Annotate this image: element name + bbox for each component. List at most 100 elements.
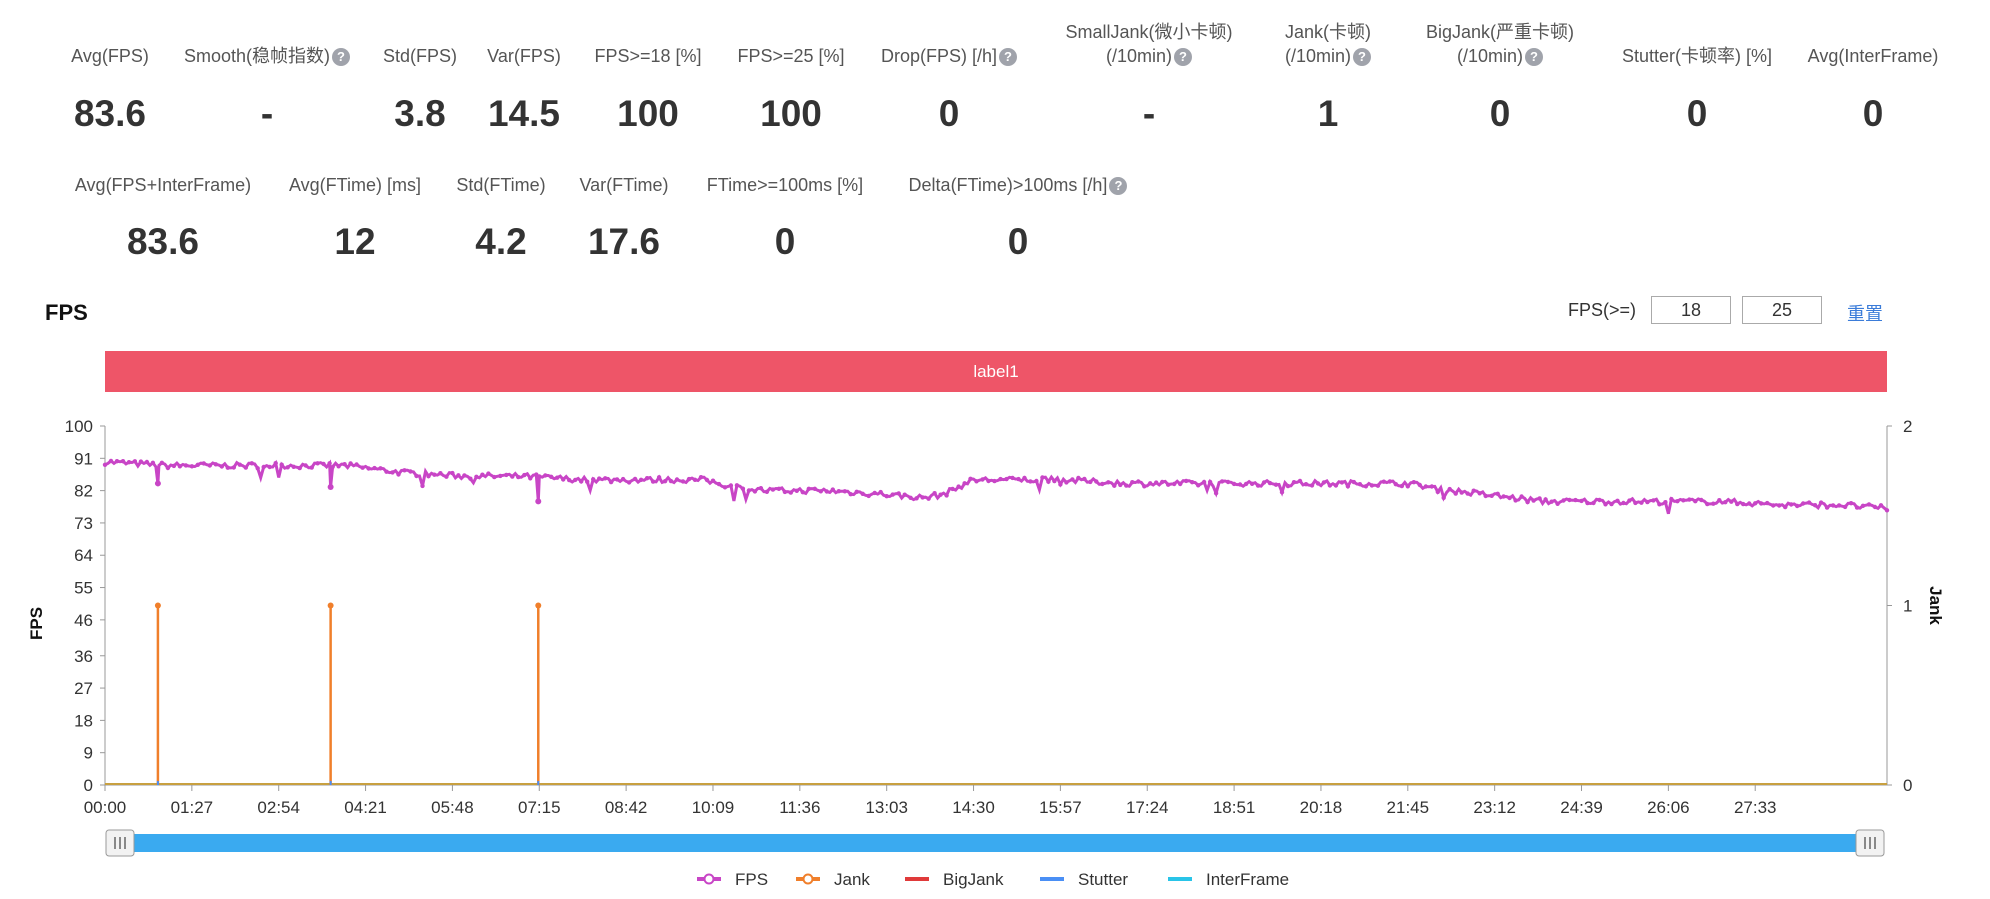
reset-button[interactable]: 重置 (1847, 304, 1883, 324)
metric-label: Var(FPS) (394, 44, 654, 68)
fps-point (108, 458, 114, 464)
fps-point (408, 469, 413, 474)
fps-point (450, 470, 455, 476)
fps-point (788, 490, 793, 495)
fps-point (285, 465, 290, 470)
zoom-slider-handle-right[interactable] (1855, 829, 1885, 857)
fps-point (261, 464, 266, 470)
fps-point (321, 461, 326, 467)
fps-point (1585, 500, 1590, 506)
fps-point (426, 474, 431, 479)
metric-label: Stutter(卡顿率) [%] (1567, 44, 1827, 68)
fps-point (444, 474, 449, 479)
fps-point (944, 493, 949, 498)
fps-point (896, 491, 901, 496)
fps-point (1196, 483, 1201, 488)
metric-label: Std(FPS) (290, 44, 550, 68)
x-tick-label: 23:12 (1473, 798, 1516, 817)
fps-point (1207, 479, 1213, 485)
x-tick-label: 11:36 (779, 798, 820, 817)
y-tick-label: 36 (74, 647, 93, 666)
fps-point (315, 461, 320, 466)
fps-point (1375, 483, 1381, 488)
help-icon[interactable]: ? (1525, 48, 1543, 67)
fps-point (255, 466, 260, 471)
metric-label-text: Std(FPS) (382, 46, 457, 66)
legend-item-fps[interactable]: FPS (697, 870, 768, 889)
fps-point (237, 462, 242, 467)
fps-point (183, 463, 189, 468)
help-icon[interactable]: ? (1174, 48, 1192, 67)
fps-point (1567, 497, 1572, 503)
zoom-slider-handle-left[interactable] (105, 829, 135, 857)
legend-item-bigjank[interactable]: BigJank (905, 870, 1004, 889)
fps-point (1411, 480, 1417, 485)
fps-point (1249, 481, 1255, 486)
zoom-slider-track[interactable] (110, 834, 1870, 852)
fps-point (279, 462, 284, 467)
fps-threshold-low-input[interactable] (1651, 296, 1731, 324)
fps-point (878, 489, 883, 495)
fps-point (1046, 479, 1051, 484)
fps-point (354, 462, 359, 467)
fps-point (273, 461, 278, 466)
fps-point (1148, 481, 1153, 486)
fps-point (1489, 493, 1494, 498)
fps-point (908, 495, 913, 500)
legend-item-interframe[interactable]: InterFrame (1168, 870, 1289, 889)
fps-point (1471, 488, 1476, 493)
fps-point (342, 462, 347, 467)
fps-point (567, 477, 572, 483)
metric-value: 17.6 (587, 221, 660, 262)
metric-label-text: Var(FTime) (579, 175, 669, 195)
fps-point (1812, 503, 1818, 508)
legend-label: Jank (834, 870, 870, 889)
metric-label-text: Avg(FPS+InterFrame) (74, 175, 252, 195)
fps-threshold-label: FPS(>=) (1568, 300, 1637, 320)
metric-label: FPS>=25 [%] (661, 44, 921, 68)
fps-point (746, 488, 752, 493)
help-icon[interactable]: ? (1109, 177, 1128, 196)
fps-point (579, 479, 584, 484)
fps-point (384, 469, 389, 474)
fps-point (1237, 482, 1243, 487)
fps-point (854, 489, 859, 494)
label-bar[interactable]: label1 (105, 351, 1887, 392)
fps-point (150, 460, 156, 465)
fps-threshold-high-input[interactable] (1742, 296, 1822, 324)
fps-point (402, 468, 407, 473)
fps-point (752, 489, 758, 494)
fps-point (980, 477, 985, 482)
fps-point (474, 474, 479, 479)
fps-point (1172, 481, 1177, 487)
fps-point (890, 492, 895, 497)
metric-label-text: SmallJank(微小卡顿) (1065, 22, 1233, 42)
legend-item-jank[interactable]: Jank (796, 870, 870, 889)
fps-point (573, 477, 578, 483)
fps-point (1711, 501, 1716, 506)
metric-label: FTime>=100ms [%] (655, 173, 915, 197)
fps-point (1285, 483, 1291, 489)
fps-point (1231, 481, 1237, 487)
fps-point (1609, 501, 1614, 507)
fps-point (1327, 483, 1333, 488)
fps-point (716, 481, 722, 487)
fps-point (330, 464, 335, 470)
metric-value: 100 (760, 93, 822, 134)
fps-point (1477, 491, 1482, 496)
help-icon[interactable]: ? (1353, 48, 1371, 67)
help-icon[interactable]: ? (999, 48, 1018, 67)
legend-item-stutter[interactable]: Stutter (1040, 870, 1128, 889)
fps-point (1735, 501, 1740, 507)
fps-point (1034, 478, 1039, 484)
fps-point (189, 464, 195, 469)
metric-label-unit: (/10min) (1456, 46, 1523, 66)
fps-point (632, 476, 638, 482)
fps-point (830, 487, 835, 492)
fps-point (1243, 481, 1249, 487)
fps-point (456, 473, 461, 478)
y-tick-label: 91 (74, 449, 93, 468)
jank-point (327, 602, 334, 609)
help-icon[interactable]: ? (332, 48, 351, 67)
